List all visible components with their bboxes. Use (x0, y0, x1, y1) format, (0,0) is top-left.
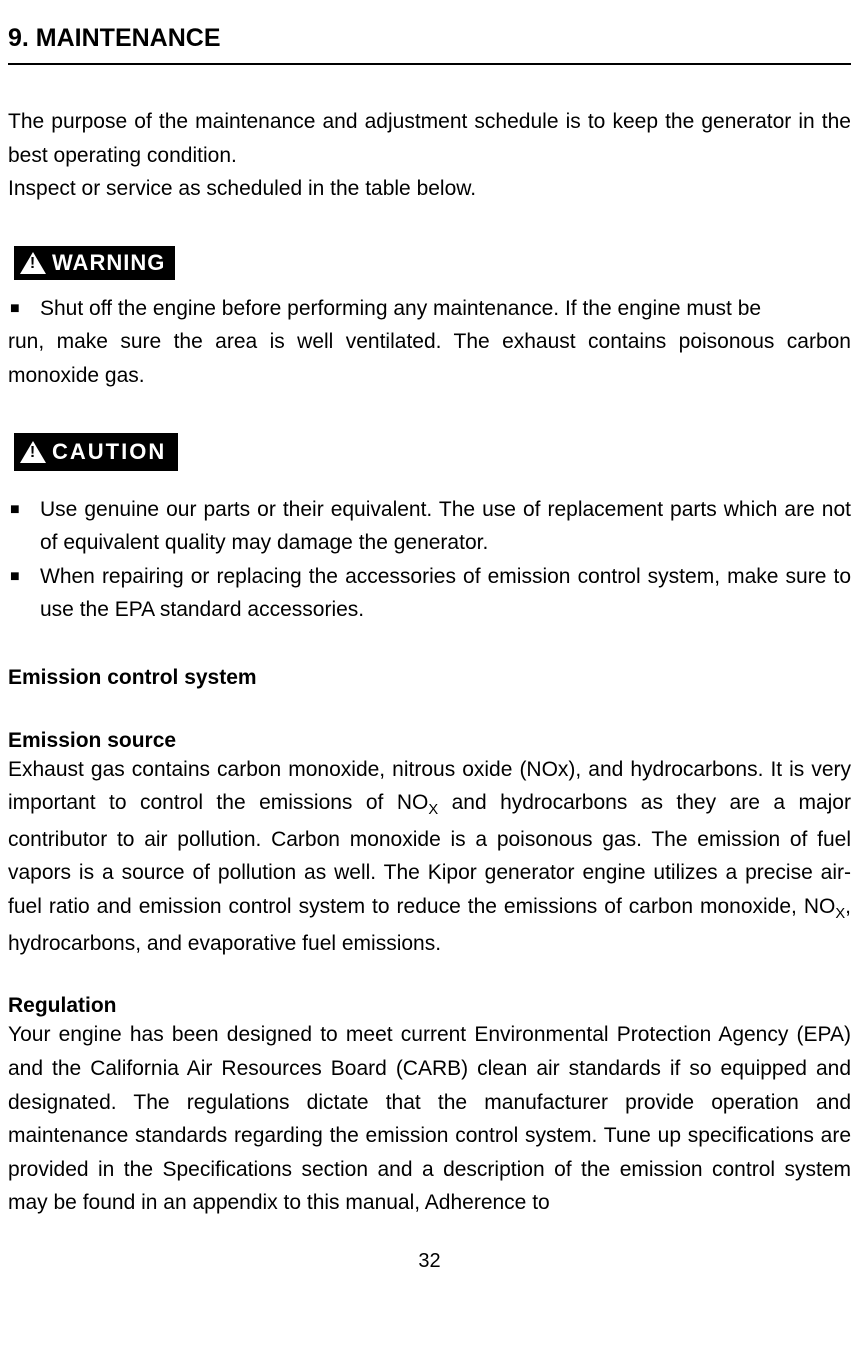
caution-badge: CAUTION (14, 433, 178, 471)
warning-badge: WARNING (14, 246, 175, 280)
bullet-square-icon: ■ (8, 560, 40, 593)
warning-bullet-continuation: run, make sure the area is well ventilat… (8, 325, 851, 392)
heading-emission-source: Emission source (8, 729, 851, 753)
heading-rule (8, 63, 851, 65)
warning-label: WARNING (52, 250, 165, 276)
intro-paragraph-2: Inspect or service as scheduled in the t… (8, 172, 851, 206)
warning-bullet-line1: Shut off the engine before performing an… (40, 292, 851, 326)
caution-label: CAUTION (52, 439, 166, 465)
caution-bullet-1: ■ Use genuine our parts or their equival… (8, 493, 851, 560)
regulation-paragraph: Your engine has been designed to meet cu… (8, 1018, 851, 1220)
heading-regulation: Regulation (8, 994, 851, 1018)
subscript-x-1: X (428, 802, 438, 818)
caution-bullet-2-text: When repairing or replacing the accessor… (40, 560, 851, 627)
warning-bullet: ■ Shut off the engine before performing … (8, 292, 851, 326)
emission-source-paragraph: Exhaust gas contains carbon monoxide, ni… (8, 753, 851, 961)
warning-triangle-icon (20, 252, 46, 274)
caution-bullet-2: ■ When repairing or replacing the access… (8, 560, 851, 627)
caution-triangle-icon (20, 441, 46, 463)
document-page: 9. MAINTENANCE The purpose of the mainte… (8, 24, 851, 1273)
bullet-square-icon: ■ (8, 292, 40, 325)
heading-emission-control-system: Emission control system (8, 661, 851, 695)
subscript-x-2: X (835, 906, 845, 922)
section-heading: 9. MAINTENANCE (8, 24, 851, 53)
bullet-square-icon: ■ (8, 493, 40, 526)
intro-paragraph-1: The purpose of the maintenance and adjus… (8, 105, 851, 172)
page-number: 32 (8, 1250, 851, 1273)
caution-bullet-1-text: Use genuine our parts or their equivalen… (40, 493, 851, 560)
